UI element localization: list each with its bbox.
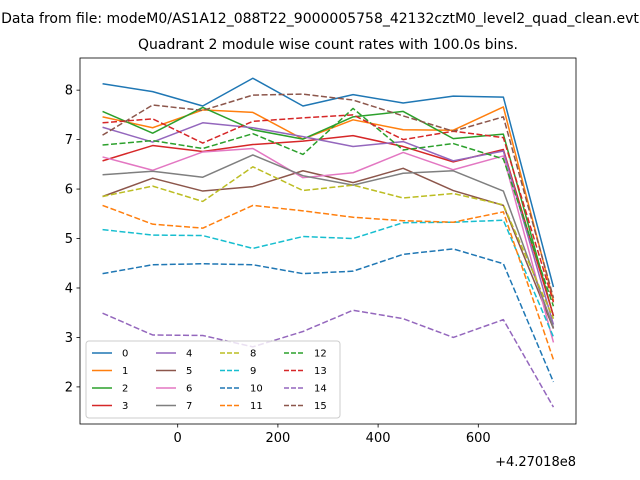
series-line-2 [102,106,555,317]
x-offset-label: +4.27018e8 [495,455,576,470]
legend-label-1: 1 [122,366,128,377]
legend-label-2: 2 [122,384,128,395]
series-line-4 [102,122,555,325]
legend-label-6: 6 [186,384,192,395]
series-line-7 [102,154,555,328]
x-tick-label: 600 [466,431,491,446]
series-layer [102,77,555,408]
series-line-6 [102,147,555,343]
legend-label-14: 14 [314,384,327,395]
figure-suptitle: Data from file: modeM0/AS1A12_088T22_900… [1,11,639,27]
series-line-14 [102,309,555,408]
x-tick-label: 200 [265,431,290,446]
legend-label-9: 9 [250,366,256,377]
legend-label-5: 5 [186,366,192,377]
y-tick-label: 8 [65,84,73,99]
x-tick-label: 400 [366,431,391,446]
series-line-1 [102,106,555,302]
series-line-0 [102,77,555,288]
legend-label-11: 11 [250,401,263,412]
y-tick-label: 2 [65,380,73,395]
legend-label-4: 4 [186,349,192,360]
y-tick-label: 6 [65,183,73,198]
series-line-13 [102,114,555,303]
y-tick-label: 3 [65,331,73,346]
series-line-15 [102,93,555,299]
y-tick-label: 7 [65,133,73,148]
legend-label-13: 13 [314,366,327,377]
axes-layer: 0 200 400 600 2 3 4 5 6 7 8 [65,57,577,446]
series-line-12 [102,107,555,307]
legend-label-8: 8 [250,349,256,360]
legend-label-15: 15 [314,401,327,412]
series-line-8 [102,166,555,319]
series-line-11 [102,204,555,360]
legend-label-10: 10 [250,384,263,395]
legend-label-0: 0 [122,349,128,360]
legend-box [85,340,341,419]
legend-label-7: 7 [186,401,192,412]
y-tick-label: 5 [65,232,73,247]
axes-frame [79,57,577,425]
y-tick-label: 4 [65,281,73,296]
chart-title: Quadrant 2 module wise count rates with … [138,37,518,53]
x-tick-label: 0 [174,431,182,446]
legend-label-3: 3 [122,401,128,412]
legend-label-12: 12 [314,349,327,360]
series-line-5 [102,167,555,329]
